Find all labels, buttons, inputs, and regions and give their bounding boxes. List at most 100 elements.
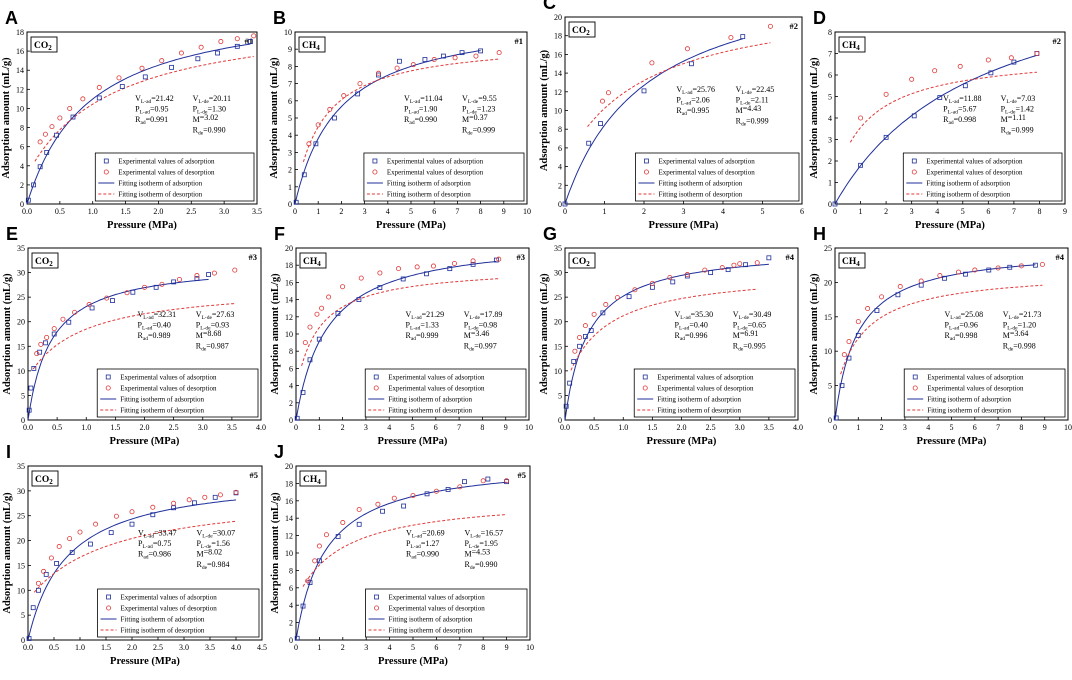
point-adsorption [294, 415, 300, 421]
y-tick-label: 5 [828, 93, 832, 102]
x-tick-label: 0 [294, 643, 298, 652]
gas-label-box [299, 252, 327, 269]
point-desorption [955, 269, 961, 275]
x-tick-label: 5 [409, 207, 413, 216]
y-tick-label: 6 [289, 364, 293, 373]
point-desorption [305, 578, 311, 584]
legend-marker-adsorption-points [642, 374, 648, 380]
param-subscript: L-de [470, 315, 481, 321]
point-adsorption [195, 56, 201, 62]
x-ticks: 0 1 2 3 4 5 6 [563, 201, 804, 216]
x-tick-label: 1.5 [101, 643, 111, 652]
y-tick-label: 16 [554, 50, 562, 59]
y-tick-label: 10 [17, 367, 25, 376]
fit-param: Rde=0.990 [464, 560, 497, 571]
point-desorption [728, 35, 734, 41]
x-tick-label: 3 [363, 207, 367, 216]
y-tick-label: 20 [285, 462, 293, 471]
fit-param: Rad=0.990 [404, 115, 437, 126]
param-value: =0.999 [746, 116, 769, 125]
gas-label: CH4 [298, 36, 326, 53]
point-desorption [918, 278, 924, 284]
point-adsorption [963, 271, 968, 277]
fit-param: M=8.02 [196, 548, 222, 559]
y-tick-label: 0 [828, 416, 832, 425]
x-tick-label: 2.0 [127, 643, 137, 652]
fit-param: PL-de=1.95 [464, 539, 497, 550]
legend-label: Experimental values of desorption [388, 385, 485, 393]
fit-param: Rad=0.990 [406, 550, 439, 561]
legend-box [902, 152, 1063, 202]
param-symbol: P [736, 95, 741, 104]
param-symbol: P [406, 539, 411, 548]
param-symbol: M [1001, 115, 1008, 124]
y-tick-label: 8 [289, 347, 293, 356]
y-tick-label: 5 [21, 611, 25, 620]
y-tick-label: 8 [558, 125, 562, 134]
y-tick-label: 14 [554, 69, 562, 78]
param-subscript: L-de [198, 99, 209, 105]
gas-subscript: 2 [48, 44, 52, 52]
x-tick-label: 2 [880, 423, 884, 432]
point-desorption [1018, 263, 1024, 269]
x-tick-label: 6 [973, 423, 977, 432]
param-value: =20.11 [209, 94, 231, 103]
x-tick-label: 4 [387, 423, 391, 432]
param-subscript: de [1008, 346, 1014, 352]
point-adsorption [96, 95, 102, 101]
param-value: =0.40 [152, 320, 171, 329]
point-adsorption [725, 267, 731, 273]
point-adsorption [937, 95, 943, 100]
point-adsorption [598, 121, 603, 126]
fit-param: PL-de=0.65 [733, 320, 766, 331]
y-tick-label: 6 [558, 144, 562, 153]
param-symbol: R [943, 115, 949, 124]
param-symbol: V [462, 94, 468, 103]
y-tick-label: 14 [285, 514, 293, 523]
param-symbol: V [138, 310, 144, 319]
param-value: =0.40 [689, 320, 708, 329]
x-tick-label: 7 [996, 423, 1000, 432]
plot-frame [27, 465, 263, 641]
point-desorption [51, 326, 57, 332]
fit-param: M=4.53 [464, 548, 490, 559]
fit-param: PL-ad=0.75 [138, 539, 171, 550]
fit-param: VL-ad=11.88 [943, 94, 981, 105]
param-value: =21.73 [1019, 310, 1042, 319]
param-value: =0.990 [475, 560, 498, 569]
point-desorption [1039, 262, 1045, 268]
gas-label-box [31, 252, 59, 269]
param-symbol: V [193, 94, 199, 103]
fit-line-desorption [33, 520, 237, 593]
param-value: =17.89 [480, 310, 503, 319]
point-desorption [377, 270, 383, 276]
x-ticks: 0 1 2 3 4 5 6 7 8 9 10 [294, 417, 533, 432]
point-adsorption [356, 297, 362, 303]
x-tick-label: 8 [1019, 423, 1023, 432]
legend-label: Experimental values of desorption [118, 169, 215, 177]
point-desorption [614, 295, 620, 301]
legend: Experimental values of adsorption Experim… [94, 152, 255, 202]
point-desorption [1034, 51, 1040, 57]
x-tick-label: 2.5 [169, 423, 179, 432]
fit-param: M=1.11 [1001, 113, 1026, 124]
param-value: =32.31 [154, 310, 177, 319]
param-value: =1.27 [421, 539, 440, 548]
gas-label-box [298, 36, 326, 53]
param-symbol: P [135, 104, 140, 113]
param-symbol: R [138, 550, 144, 559]
point-adsorption [582, 334, 588, 339]
legend-label: Fitting isotherm of adsorption [658, 180, 742, 188]
fit-param: VL-de=7.03 [1001, 94, 1036, 105]
legend-label: Experimental values of adsorption [388, 374, 485, 382]
point-desorption [577, 334, 583, 340]
point-adsorption [911, 113, 917, 119]
point-desorption [605, 90, 611, 96]
y-axis-label: Adsorption amount (mL/g) [2, 273, 13, 395]
point-desorption [865, 306, 871, 312]
x-tick-label: 4.0 [231, 643, 241, 652]
fit-line-adsorption [834, 54, 1038, 205]
fit-line-desorption [570, 288, 758, 371]
